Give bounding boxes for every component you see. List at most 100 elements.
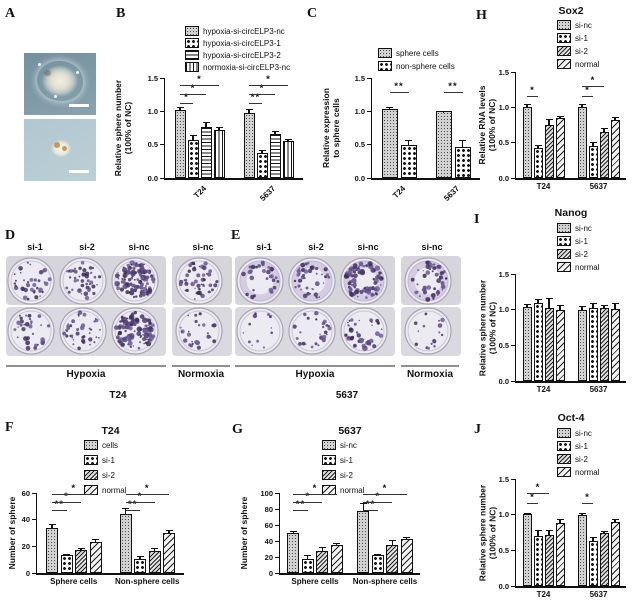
y-tick <box>366 177 371 179</box>
plate-column-label: si-2 <box>308 242 324 252</box>
bar-si-1-sphere-cells <box>301 558 314 573</box>
significance-line <box>363 510 378 512</box>
legend-item: si-1 <box>557 33 588 43</box>
x-category-label: 5637 <box>589 590 608 599</box>
stipple-swatch-icon <box>557 20 571 30</box>
x-axis <box>514 381 626 383</box>
error-bar <box>556 305 564 312</box>
condition-label-normoxia: Normoxia <box>177 369 225 380</box>
bar-si-1-t24 <box>533 148 543 178</box>
significance-line <box>582 86 604 88</box>
chart-title: Nanog <box>554 207 588 219</box>
legend-label: si-1 <box>340 455 353 465</box>
x-axis <box>35 573 184 575</box>
bar-normal-5637 <box>610 521 620 586</box>
checker-swatch-icon <box>557 236 571 246</box>
bar-hypoxia-si-circelp3-nc-5637 <box>243 112 255 178</box>
y-tick-label: 40 <box>21 515 30 525</box>
error-bar <box>611 117 619 121</box>
y-tick <box>366 144 371 146</box>
error-bar <box>374 554 382 557</box>
x-category-label: 5637 <box>442 184 462 203</box>
bar-si-nc-5637 <box>577 515 587 586</box>
y-tick-label: 0.0 <box>498 173 509 183</box>
diagA-swatch-icon <box>557 46 571 56</box>
diagB-swatch-icon <box>557 467 571 477</box>
checker-swatch-icon <box>185 38 199 48</box>
bar-normal-sphere-cells <box>89 542 102 573</box>
panel-label-f: F <box>5 420 14 435</box>
y-axis-title-line1: Relative expression <box>321 88 331 168</box>
y-axis <box>35 493 37 575</box>
diagA-swatch-icon <box>322 470 336 480</box>
micrograph-small-cluster <box>24 119 96 181</box>
significance-stars: * <box>530 85 535 96</box>
diagA-swatch-icon <box>557 249 571 259</box>
x-category-label: T24 <box>536 182 551 191</box>
legend-item: si-2 <box>84 470 115 480</box>
significance-stars: * <box>137 491 143 502</box>
y-tick <box>510 344 515 347</box>
error-bar <box>545 119 553 126</box>
significance-stars: * <box>266 74 271 85</box>
error-bar <box>523 103 531 109</box>
legend-label: si-2 <box>575 454 588 464</box>
y-axis-title-line1: Number of sphere <box>7 496 17 570</box>
legend-item: si-nc <box>557 20 592 30</box>
legend-label: si-2 <box>575 46 588 56</box>
y-tick-label: 0.5 <box>147 140 158 150</box>
legend-label: si-2 <box>340 470 353 480</box>
y-axis-title: Relative sphere number (100% of NC) <box>477 462 501 603</box>
plot-area: 0 20 40 60 Sphere cells Non-sphere cells ** * * *… <box>22 483 184 586</box>
legend-item: sphere cells <box>378 48 439 58</box>
error-bar <box>48 524 56 530</box>
legend-label: hypoxia-si-circELP3-2 <box>203 50 281 60</box>
chart-title: T24 <box>101 425 120 437</box>
bar-si-1-t24 <box>533 302 543 381</box>
error-bar <box>63 553 70 557</box>
y-axis-title-line2: (100% of NC) <box>487 98 498 152</box>
error-bar <box>136 556 144 560</box>
error-bar <box>388 540 396 546</box>
scale-bar <box>69 170 89 173</box>
bar-si-2-5637 <box>599 307 609 381</box>
error-bar <box>523 303 531 308</box>
bar-si-1-sphere-cells <box>60 555 73 573</box>
significance-stars: * <box>197 74 202 85</box>
x-axis <box>278 573 420 575</box>
error-bar <box>611 518 619 523</box>
error-bar <box>165 530 173 534</box>
y-tick-label: 1.5 <box>498 67 509 77</box>
significance-stars: ** <box>54 499 64 510</box>
legend-label: normoxia-si-circELP3-nc <box>203 62 291 72</box>
y-tick <box>510 309 515 311</box>
y-tick <box>366 77 371 79</box>
significance-stars: * <box>305 491 311 502</box>
cell-speck <box>54 95 57 98</box>
y-tick <box>510 106 515 109</box>
colony-plates-image <box>6 256 232 356</box>
x-axis <box>514 586 626 588</box>
error-bar <box>556 518 564 524</box>
legend-label: normal <box>575 59 600 69</box>
panel-label-h: H <box>476 8 487 23</box>
y-tick <box>510 380 515 382</box>
y-tick-label: 0.5 <box>354 140 365 150</box>
significance-stars: * <box>585 85 590 96</box>
y-tick-label: 1.0 <box>498 510 509 520</box>
bar-hypoxia-si-circelp3-2-5637 <box>269 134 281 178</box>
bar-cells-sphere-cells <box>46 527 58 573</box>
y-axis <box>514 274 516 383</box>
panel-a-micrographs <box>24 53 96 183</box>
bar-si-2-non-sphere-cells <box>386 545 399 573</box>
error-bar <box>289 530 297 535</box>
significance-stars: * <box>590 75 596 86</box>
y-tick <box>274 508 279 510</box>
y-axis-title-line1: Relative sphere number <box>477 484 487 581</box>
tumor-sphere-blob <box>37 61 83 101</box>
significance-line <box>293 510 308 512</box>
y-tick-label: 1.0 <box>498 305 509 315</box>
error-bar <box>284 139 292 143</box>
x-category-label: T24 <box>536 590 551 599</box>
significance-line <box>582 96 593 98</box>
